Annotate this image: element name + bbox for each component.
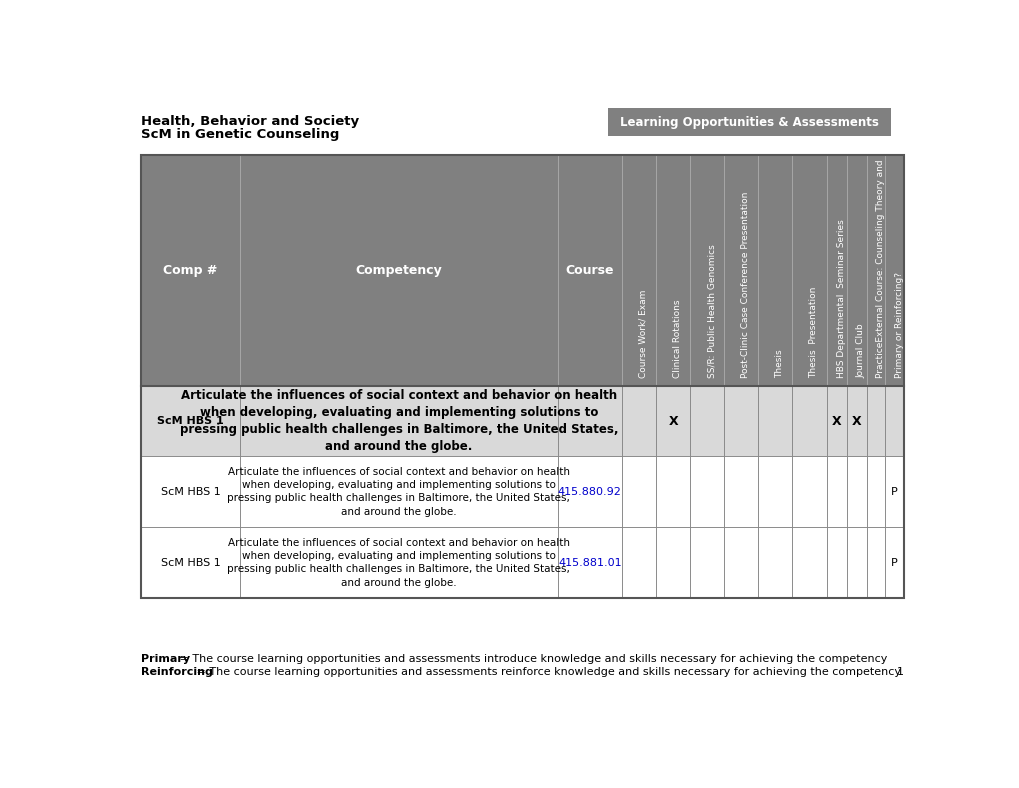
FancyBboxPatch shape [866,154,884,385]
FancyBboxPatch shape [825,527,846,598]
FancyBboxPatch shape [846,527,866,598]
FancyBboxPatch shape [690,154,723,385]
FancyBboxPatch shape [142,385,239,456]
FancyBboxPatch shape [557,385,622,456]
FancyBboxPatch shape [239,154,557,385]
FancyBboxPatch shape [622,385,655,456]
FancyBboxPatch shape [757,456,792,527]
FancyBboxPatch shape [723,527,757,598]
FancyBboxPatch shape [557,527,622,598]
FancyBboxPatch shape [142,527,239,598]
FancyBboxPatch shape [690,385,723,456]
FancyBboxPatch shape [239,527,557,598]
FancyBboxPatch shape [884,527,903,598]
Text: Articulate the influences of social context and behavior on health
when developi: Articulate the influences of social cont… [227,538,570,588]
FancyBboxPatch shape [792,385,825,456]
Text: X: X [832,414,841,428]
Text: Reinforcing: Reinforcing [142,667,213,678]
Text: P: P [891,558,898,567]
FancyBboxPatch shape [723,456,757,527]
FancyBboxPatch shape [825,456,846,527]
Text: HBS Departmental  Seminar Series: HBS Departmental Seminar Series [836,219,845,378]
FancyBboxPatch shape [757,385,792,456]
Text: ScM HBS 1: ScM HBS 1 [161,487,220,497]
FancyBboxPatch shape [622,154,655,385]
FancyBboxPatch shape [825,385,846,456]
FancyBboxPatch shape [655,385,690,456]
Text: Articulate the influences of social context and behavior on health
when developi: Articulate the influences of social cont… [179,389,618,453]
Text: Thesis: Thesis [774,349,784,378]
Text: Course Work/ Exam: Course Work/ Exam [638,289,647,378]
Text: Course: Course [565,264,613,277]
FancyBboxPatch shape [655,527,690,598]
Text: 415.881.01: 415.881.01 [557,558,621,567]
FancyBboxPatch shape [866,527,884,598]
FancyBboxPatch shape [607,109,890,136]
Text: Learning Opportunities & Assessments: Learning Opportunities & Assessments [620,116,878,128]
FancyBboxPatch shape [757,154,792,385]
Text: 415.880.92: 415.880.92 [557,487,622,497]
FancyBboxPatch shape [557,456,622,527]
Text: ScM HBS 1: ScM HBS 1 [161,558,220,567]
FancyBboxPatch shape [846,456,866,527]
FancyBboxPatch shape [655,456,690,527]
Text: X: X [851,414,861,428]
FancyBboxPatch shape [792,154,825,385]
Text: ScM in Genetic Counseling: ScM in Genetic Counseling [142,128,339,141]
FancyBboxPatch shape [825,154,846,385]
FancyBboxPatch shape [239,385,557,456]
FancyBboxPatch shape [884,154,903,385]
FancyBboxPatch shape [557,154,622,385]
FancyBboxPatch shape [846,154,866,385]
FancyBboxPatch shape [792,456,825,527]
Text: Clinical Rotations: Clinical Rotations [673,299,682,378]
FancyBboxPatch shape [866,385,884,456]
FancyBboxPatch shape [884,385,903,456]
Text: Articulate the influences of social context and behavior on health
when developi: Articulate the influences of social cont… [227,467,570,517]
FancyBboxPatch shape [723,154,757,385]
Text: X: X [667,414,678,428]
FancyBboxPatch shape [622,527,655,598]
Text: Journal Club: Journal Club [856,323,865,378]
Text: ScM HBS 1: ScM HBS 1 [157,416,224,426]
Text: P: P [891,487,898,497]
FancyBboxPatch shape [792,527,825,598]
Text: Primary: Primary [142,653,191,663]
Text: Primary or Reinforcing?: Primary or Reinforcing? [894,272,903,378]
FancyBboxPatch shape [655,154,690,385]
FancyBboxPatch shape [239,456,557,527]
FancyBboxPatch shape [866,456,884,527]
FancyBboxPatch shape [622,456,655,527]
FancyBboxPatch shape [884,456,903,527]
Text: PracticeExternal Course: Counseling Theory and: PracticeExternal Course: Counseling Theo… [875,159,884,378]
FancyBboxPatch shape [846,385,866,456]
FancyBboxPatch shape [142,154,239,385]
FancyBboxPatch shape [690,456,723,527]
FancyBboxPatch shape [142,456,239,527]
Text: Comp #: Comp # [163,264,218,277]
FancyBboxPatch shape [723,385,757,456]
Text: Competency: Competency [355,264,441,277]
Text: = The course learning opportunities and assessments introduce knowledge and skil: = The course learning opportunities and … [175,653,887,663]
Text: = The course learning opportunities and assessments reinforce knowledge and skil: = The course learning opportunities and … [194,667,901,678]
FancyBboxPatch shape [690,527,723,598]
Text: Health, Behavior and Society: Health, Behavior and Society [142,114,360,128]
FancyBboxPatch shape [757,527,792,598]
Text: Thesis  Presentation: Thesis Presentation [809,287,817,378]
Text: SS/R: Public Health Genomics: SS/R: Public Health Genomics [706,244,715,378]
Text: Post-Clinic Case Conference Presentation: Post-Clinic Case Conference Presentation [741,191,750,378]
Text: 1: 1 [896,667,903,678]
